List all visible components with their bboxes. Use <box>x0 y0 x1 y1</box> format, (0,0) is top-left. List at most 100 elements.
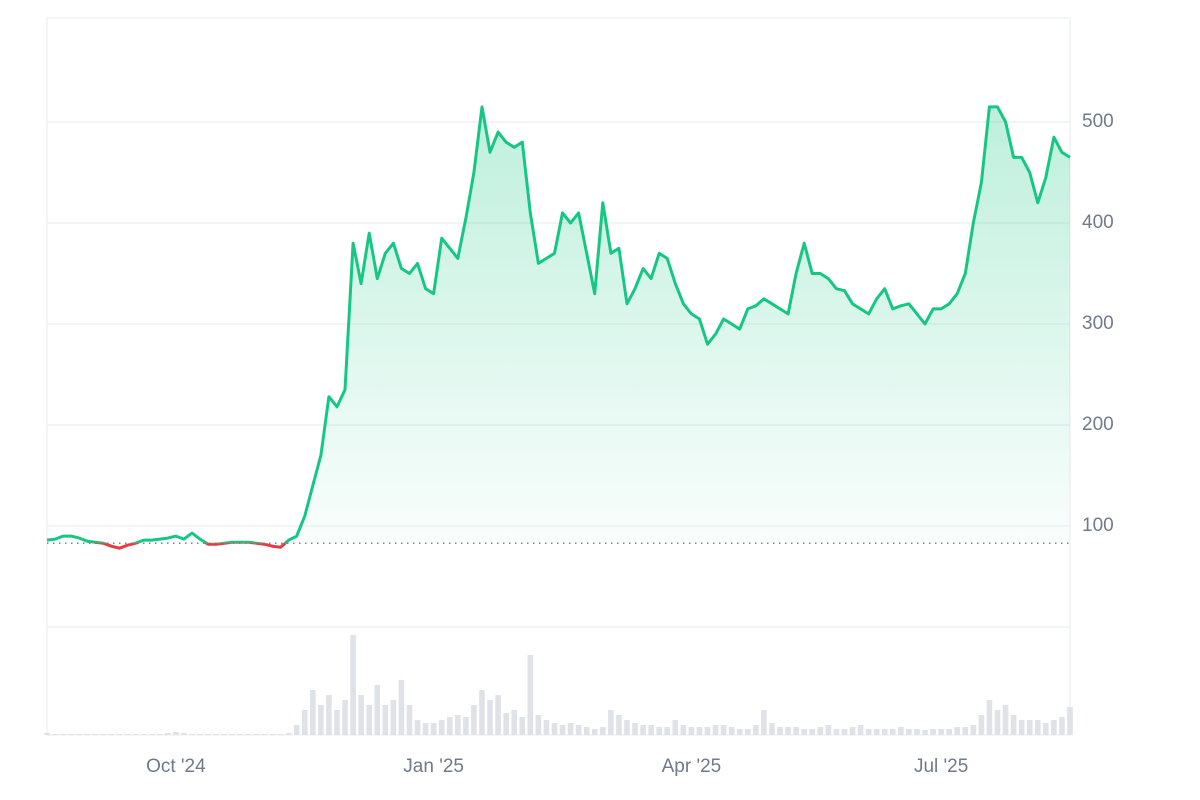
volume-bar <box>76 734 83 735</box>
volume-bar <box>857 725 864 735</box>
volume-bar <box>962 727 969 735</box>
volume-bar <box>825 725 832 735</box>
volume-bar <box>922 730 928 735</box>
volume-bar <box>92 734 99 735</box>
volume-bar <box>108 734 115 735</box>
volume-bar <box>100 734 107 735</box>
volume-bar <box>454 715 461 735</box>
volume-bar <box>245 734 252 735</box>
y-tick-label: 500 <box>1082 111 1114 132</box>
volume-bar <box>205 734 211 735</box>
volume-bar <box>930 729 936 735</box>
volume-bar <box>124 734 131 735</box>
volume-bar <box>608 710 614 735</box>
volume-bar <box>358 695 364 735</box>
volume-bar <box>648 725 654 735</box>
volume-bar <box>84 734 91 735</box>
volume-bar <box>704 727 711 735</box>
volume-bar <box>1010 715 1017 735</box>
volume-bar <box>817 727 824 735</box>
volume-bar <box>1051 720 1057 735</box>
volume-bar <box>374 685 381 735</box>
volume-bar <box>954 727 961 735</box>
volume-bar <box>575 725 582 735</box>
volume-bar <box>261 734 268 735</box>
y-tick-label: 300 <box>1082 313 1114 334</box>
volume-bar <box>229 734 236 735</box>
volume-bar <box>640 725 646 735</box>
volume-bar <box>68 734 74 735</box>
volume-bar <box>865 729 872 735</box>
y-tick-label: 400 <box>1082 212 1114 233</box>
volume-bar <box>970 725 977 735</box>
area <box>47 106 1070 544</box>
volume-bar <box>148 734 155 735</box>
x-tick-label: Apr '25 <box>662 756 722 777</box>
volume-bar <box>189 734 195 735</box>
volume-bar <box>938 729 944 735</box>
volume-bar <box>1067 707 1073 735</box>
volume-bar <box>398 680 405 735</box>
volume-bar <box>881 729 888 735</box>
volume-bar <box>728 727 735 735</box>
volume-bar <box>777 727 783 735</box>
volume-bar <box>793 727 799 735</box>
volume-bar <box>181 733 187 735</box>
volume-bar <box>616 715 622 735</box>
volume-bar <box>60 734 66 735</box>
volume-bar <box>519 717 526 735</box>
volume-bar <box>414 720 421 735</box>
volume-bar <box>712 725 719 735</box>
volume-bar <box>898 727 904 735</box>
volume-bar <box>696 727 703 735</box>
volume-bar <box>1059 717 1065 735</box>
volume-bar <box>889 729 896 735</box>
volume-bar <box>567 723 574 735</box>
volume-bar <box>446 717 453 735</box>
volume-bar <box>350 635 356 735</box>
volume-bar <box>801 729 808 735</box>
volume-bar <box>156 734 163 735</box>
volume-bar <box>873 729 880 735</box>
volume-bar <box>535 715 542 735</box>
volume-bar <box>632 723 638 735</box>
volume-bar <box>672 720 679 735</box>
volume-bar <box>1043 723 1049 735</box>
volume-bar <box>753 725 759 735</box>
volume-bar <box>591 729 598 735</box>
volume-bar <box>140 734 147 735</box>
volume-bar <box>1026 720 1033 735</box>
volume-bar <box>833 729 840 735</box>
volume-bar <box>720 725 727 735</box>
volume-bar <box>914 729 920 735</box>
volume-bar <box>543 720 550 735</box>
volume-bar <box>978 715 985 735</box>
volume-bar <box>382 705 389 735</box>
volume-bar <box>664 727 671 735</box>
y-tick-label: 200 <box>1082 414 1114 435</box>
volume-bar <box>1002 705 1009 735</box>
volume-bar <box>551 723 558 735</box>
volume-bar <box>744 729 751 735</box>
volume-bar <box>438 720 445 735</box>
volume-bar <box>165 733 171 735</box>
volume-bar <box>511 710 518 735</box>
volume-bar <box>809 729 816 735</box>
volume-bar <box>583 727 590 735</box>
x-tick-label: Jan '25 <box>403 756 464 777</box>
volume-bar <box>1034 720 1041 735</box>
volume-bar <box>736 729 743 735</box>
volume-bar <box>422 723 429 735</box>
volume-bar <box>269 734 276 735</box>
volume-bar <box>309 690 316 735</box>
volume-bar <box>342 700 348 735</box>
volume-bar <box>769 723 775 735</box>
volume-bar <box>527 655 534 735</box>
volume-bar <box>116 734 123 735</box>
volume-bar <box>173 732 179 735</box>
volume-bar <box>680 725 687 735</box>
volume-bar <box>366 705 373 735</box>
volume-bar <box>487 700 493 735</box>
volume-bar <box>293 725 300 735</box>
